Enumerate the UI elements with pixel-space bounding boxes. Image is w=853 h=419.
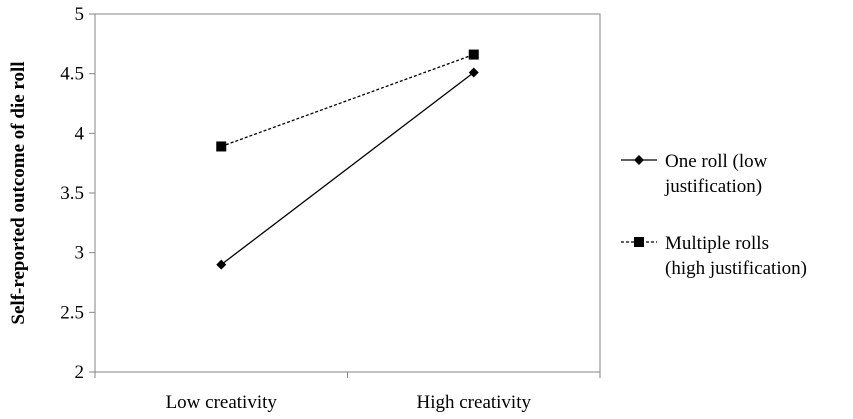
series-1 bbox=[216, 67, 479, 270]
data-point bbox=[216, 141, 227, 152]
series-2 bbox=[216, 49, 479, 152]
x-axis: Low creativity High creativity bbox=[94, 372, 601, 413]
y-tick-label: 2 bbox=[75, 362, 85, 383]
plot-area-border bbox=[94, 13, 601, 373]
y-tick-label: 3.5 bbox=[60, 183, 84, 204]
y-axis: 2 2.5 3 3.5 4 4.5 5 bbox=[60, 4, 95, 383]
data-point bbox=[216, 259, 227, 270]
legend-label: One roll (low bbox=[665, 151, 768, 172]
legend-item-2: Multiple rolls (high justification) bbox=[621, 233, 807, 279]
y-tick-label: 4.5 bbox=[60, 64, 84, 85]
legend: One roll (low justification) Multiple roll… bbox=[621, 151, 807, 279]
data-point bbox=[468, 49, 479, 60]
y-axis-title: Self-reported outcome of die roll bbox=[8, 61, 29, 324]
legend-label: justification) bbox=[664, 176, 762, 197]
data-point bbox=[468, 67, 479, 78]
series-line bbox=[220, 71, 475, 266]
x-tick-label: High creativity bbox=[417, 392, 532, 413]
legend-label: (high justification) bbox=[665, 258, 807, 279]
legend-item-1: One roll (low justification) bbox=[621, 151, 768, 197]
series-layer bbox=[216, 49, 479, 270]
y-tick-label: 2.5 bbox=[60, 302, 84, 323]
y-tick-label: 5 bbox=[75, 4, 85, 25]
x-tick-label: Low creativity bbox=[166, 392, 278, 413]
legend-marker bbox=[634, 155, 644, 165]
y-tick-label: 3 bbox=[75, 243, 85, 264]
legend-marker bbox=[634, 237, 644, 247]
y-tick-label: 4 bbox=[75, 123, 85, 144]
legend-label: Multiple rolls bbox=[665, 233, 769, 254]
